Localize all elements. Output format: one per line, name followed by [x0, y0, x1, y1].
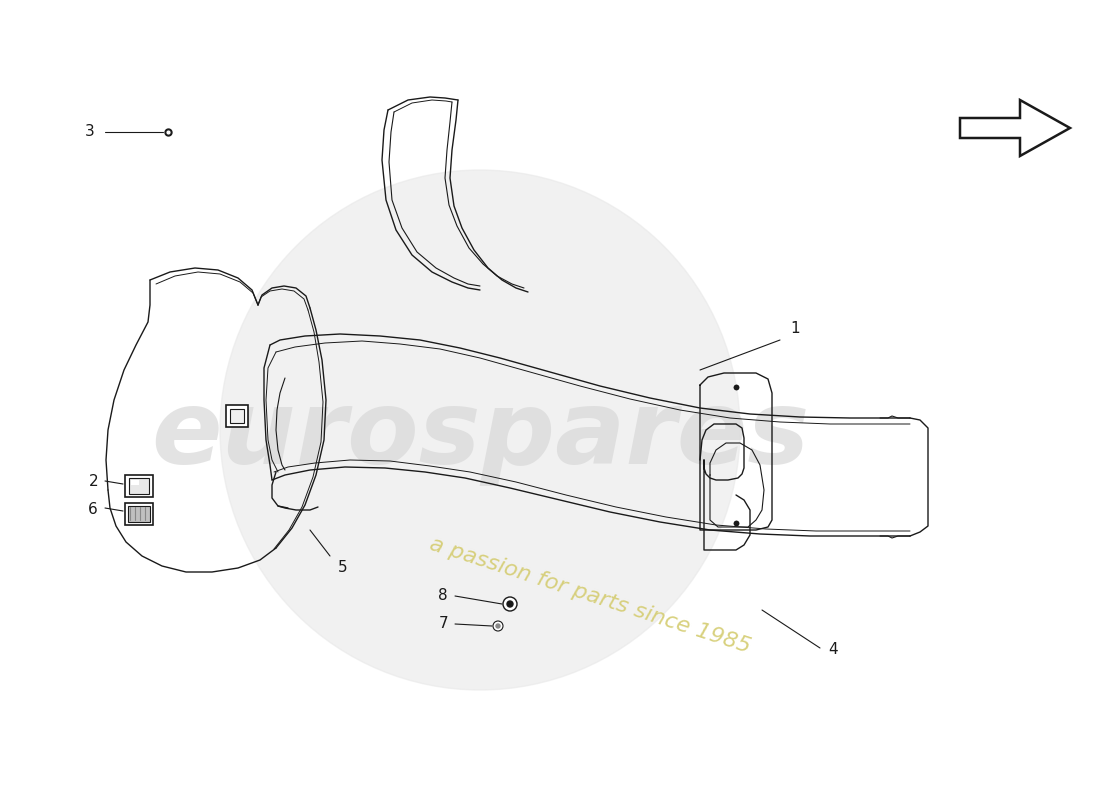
Text: 7: 7 — [439, 617, 448, 631]
Bar — [226, 405, 248, 427]
Bar — [230, 409, 244, 423]
Circle shape — [493, 621, 503, 631]
Text: 5: 5 — [338, 560, 348, 575]
Bar — [131, 480, 139, 485]
Circle shape — [220, 170, 740, 690]
Polygon shape — [960, 100, 1070, 156]
Text: 3: 3 — [86, 125, 95, 139]
Circle shape — [503, 597, 517, 611]
Bar — [125, 503, 153, 525]
Circle shape — [507, 601, 513, 607]
Circle shape — [496, 624, 500, 628]
Text: 6: 6 — [88, 502, 98, 517]
Text: 4: 4 — [828, 642, 837, 658]
Text: 1: 1 — [790, 321, 800, 336]
Text: 8: 8 — [439, 589, 448, 603]
Bar — [129, 478, 149, 494]
Bar — [128, 506, 150, 522]
Bar — [125, 475, 153, 497]
Text: a passion for parts since 1985: a passion for parts since 1985 — [427, 534, 754, 657]
Text: eurospares: eurospares — [151, 385, 810, 486]
Text: 2: 2 — [88, 474, 98, 489]
